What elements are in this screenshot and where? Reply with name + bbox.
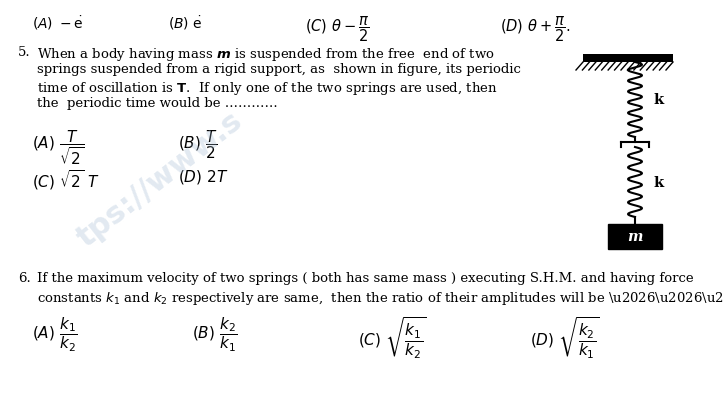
Text: time of oscillation is $\mathbf{T}$.  If only one of the two springs are used, t: time of oscillation is $\mathbf{T}$. If … (37, 80, 497, 97)
Text: $(A)\ \dfrac{k_1}{k_2}$: $(A)\ \dfrac{k_1}{k_2}$ (32, 315, 77, 353)
Text: k: k (653, 93, 663, 107)
Bar (608, 225, 662, 249)
Text: $(C)\ \sqrt{2}\ T$: $(C)\ \sqrt{2}\ T$ (32, 168, 100, 191)
Text: $(B)\ \dot{\mathrm{e}}$: $(B)\ \dot{\mathrm{e}}$ (168, 14, 202, 32)
Text: k: k (653, 176, 663, 190)
Text: $(B)\ \dfrac{T}{2}$: $(B)\ \dfrac{T}{2}$ (178, 128, 218, 160)
Text: If the maximum velocity of two springs ( both has same mass ) executing S.H.M. a: If the maximum velocity of two springs (… (37, 271, 693, 284)
Text: $(D)\ 2T$: $(D)\ 2T$ (178, 168, 228, 186)
Text: $(D)\ \sqrt{\dfrac{k_2}{k_1}}$: $(D)\ \sqrt{\dfrac{k_2}{k_1}}$ (530, 315, 600, 360)
Text: springs suspended from a rigid support, as  shown in figure, its periodic: springs suspended from a rigid support, … (37, 63, 521, 76)
Text: 5.: 5. (18, 46, 30, 59)
Text: 6.: 6. (18, 271, 31, 284)
Text: the  periodic time would be …………: the periodic time would be ………… (37, 97, 278, 110)
Text: $(C)\ \sqrt{\dfrac{k_1}{k_2}}$: $(C)\ \sqrt{\dfrac{k_1}{k_2}}$ (358, 315, 427, 360)
Text: When a body having mass $\boldsymbol{m}$ is suspended from the free  end of two: When a body having mass $\boldsymbol{m}$… (37, 46, 495, 63)
Text: m: m (628, 230, 643, 244)
Text: $(A)\ -\dot{\mathrm{e}}$: $(A)\ -\dot{\mathrm{e}}$ (32, 14, 84, 32)
Text: constants $\boldsymbol{k_1}$ and $\boldsymbol{k_2}$ respectively are same,  then: constants $\boldsymbol{k_1}$ and $\bolds… (37, 289, 723, 306)
Text: $(D)\ \theta + \dfrac{\pi}{2}.$: $(D)\ \theta + \dfrac{\pi}{2}.$ (500, 14, 570, 43)
Text: $(C)\ \theta - \dfrac{\pi}{2}$: $(C)\ \theta - \dfrac{\pi}{2}$ (305, 14, 369, 43)
Bar (583, 55, 673, 63)
Text: $(B)\ \dfrac{k_2}{k_1}$: $(B)\ \dfrac{k_2}{k_1}$ (192, 315, 237, 353)
Text: tps://www.s: tps://www.s (72, 106, 248, 253)
Text: $(A)\ \dfrac{T}{\sqrt{2}}$: $(A)\ \dfrac{T}{\sqrt{2}}$ (32, 128, 84, 166)
